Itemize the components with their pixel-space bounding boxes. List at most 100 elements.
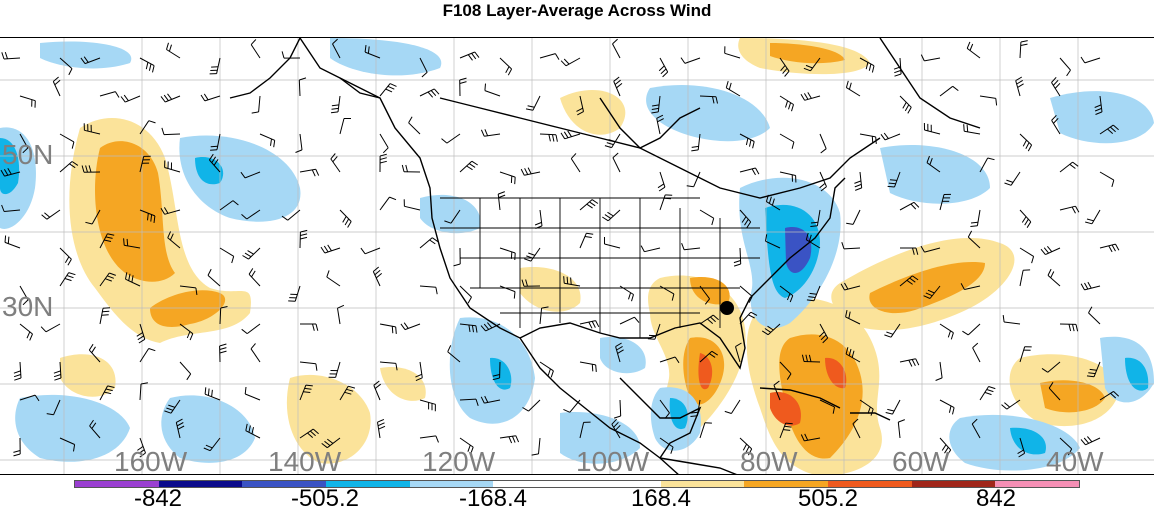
wind-barb-feather — [402, 165, 404, 172]
wind-barb-staff — [860, 172, 862, 188]
wind-barb-staff — [420, 238, 432, 248]
wind-barb-feather — [889, 183, 896, 184]
wind-barb-feather — [332, 108, 339, 109]
wind-barb-feather — [14, 371, 21, 373]
wind-barb-staff — [539, 438, 541, 454]
wind-barb-staff — [685, 58, 700, 63]
wind-barb-feather — [169, 45, 171, 52]
wind-barb-feather — [316, 324, 318, 331]
wind-barb-feather — [390, 84, 396, 87]
wind-barb-staff — [327, 277, 340, 286]
wind-barb-staff — [566, 58, 580, 66]
wind-barb-staff — [338, 308, 341, 324]
lat-label-50n: 50N — [2, 141, 53, 169]
anomaly-region-arctic — [330, 38, 441, 75]
wind-barb-feather — [648, 339, 655, 340]
wind-barb-staff — [613, 158, 620, 172]
anomaly-region-gulf-mexico — [600, 337, 646, 373]
wind-barb-staff — [447, 134, 460, 143]
wind-barb-staff — [1020, 270, 1023, 286]
wind-barb-feather — [846, 81, 848, 88]
wind-barb-feather — [881, 134, 885, 140]
wind-barb-staff — [968, 324, 980, 335]
wind-barb-staff — [20, 324, 33, 334]
wind-barb-feather — [962, 331, 968, 335]
wind-barb-feather — [553, 135, 554, 142]
wind-barb-staff — [20, 362, 21, 378]
wind-barb-feather — [54, 371, 61, 373]
wind-barb-feather — [1087, 219, 1094, 221]
wind-barb-feather — [1053, 80, 1058, 85]
wind-barb-feather — [205, 387, 206, 394]
wind-barb-staff — [529, 400, 541, 411]
wind-barb-feather — [442, 139, 447, 144]
wind-barb-staff — [980, 158, 988, 172]
wind-barb-feather — [1048, 269, 1051, 275]
wind-barb-feather — [1022, 217, 1026, 223]
wind-barb-feather — [632, 295, 634, 302]
wind-barb-staff — [820, 134, 826, 149]
wind-barb-feather — [431, 91, 436, 96]
wind-barb-feather — [908, 107, 912, 113]
wind-barb-staff — [684, 248, 700, 250]
wind-barb-feather — [876, 137, 877, 144]
wind-barb-feather — [1084, 438, 1089, 443]
wind-barb-feather — [300, 237, 307, 239]
wind-barb-staff — [700, 210, 714, 218]
wind-barb-feather — [1089, 307, 1092, 313]
lon-label-40w: 40W — [1046, 448, 1104, 475]
wind-barb-staff — [249, 248, 261, 259]
wind-barb-feather — [753, 142, 755, 149]
wind-barb-feather — [388, 86, 394, 89]
wind-barb-staff — [1011, 172, 1020, 185]
wind-barb-feather — [1002, 405, 1007, 410]
wind-barb-feather — [1081, 439, 1086, 444]
wind-barb-feather — [592, 364, 593, 371]
wind-barb-feather — [1044, 248, 1048, 253]
wind-barb-feather — [516, 436, 519, 442]
wind-barb-staff — [485, 91, 500, 96]
wind-barb-feather — [869, 64, 871, 71]
wind-barb-feather — [596, 365, 597, 372]
wind-barb-staff — [208, 275, 220, 286]
wind-barb-staff — [338, 96, 340, 112]
lon-label-140w: 140W — [268, 448, 341, 475]
wind-barb-feather — [428, 92, 433, 97]
wind-barb-feather — [469, 164, 475, 168]
wind-barb-feather — [615, 80, 621, 84]
wind-barb-staff — [140, 384, 141, 400]
wind-barb-feather — [971, 222, 978, 223]
wind-barb-feather — [167, 43, 169, 50]
wind-barb-feather — [1004, 403, 1009, 408]
wind-barb-feather — [8, 237, 9, 244]
wind-barb-staff — [420, 436, 436, 438]
wind-barb-feather — [909, 360, 912, 366]
wind-barb-staff — [700, 96, 716, 97]
wind-barb-feather — [786, 101, 788, 108]
wind-barb-feather — [884, 133, 888, 139]
wind-barb-feather — [726, 81, 728, 88]
wind-barb-staff — [249, 274, 260, 286]
wind-barb-feather — [1018, 84, 1024, 88]
wind-barb-feather — [401, 324, 405, 330]
wind-barb-feather — [220, 344, 227, 346]
wind-barb-staff — [853, 210, 860, 224]
wind-barb-feather — [1069, 324, 1071, 331]
wind-barb-feather — [1088, 282, 1091, 288]
wind-barb-staff — [846, 88, 860, 96]
wind-barb-feather — [792, 105, 794, 112]
wind-barb-feather — [614, 416, 621, 418]
wind-barb-feather — [658, 184, 664, 188]
wind-barb-feather — [300, 234, 307, 236]
wind-barb-feather — [635, 317, 640, 322]
wind-barb-feather — [454, 264, 461, 266]
wind-barb-staff — [540, 54, 555, 58]
wind-barb-staff — [731, 400, 740, 414]
wind-barb-feather — [734, 261, 741, 263]
wind-barb-feather — [1017, 80, 1023, 84]
wind-barb-staff — [217, 58, 220, 74]
wind-barb-feather — [1087, 437, 1092, 442]
wind-barb-feather — [1047, 246, 1051, 251]
lon-label-100w: 100W — [576, 448, 649, 475]
legend-label-pos-505: 505.2 — [798, 487, 858, 511]
